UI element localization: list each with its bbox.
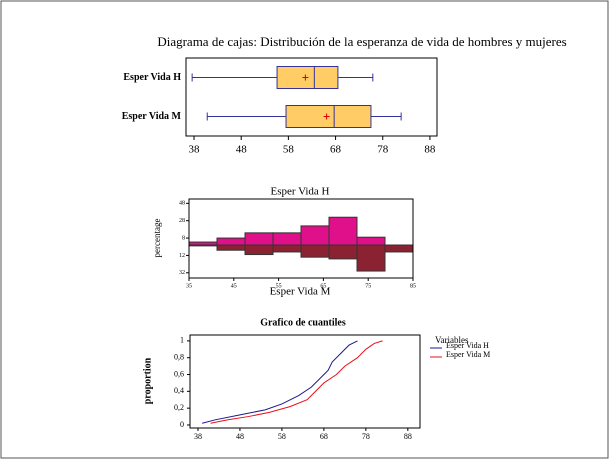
x-tick-label: 35 bbox=[186, 283, 192, 289]
legend-label: Esper Vida H bbox=[446, 341, 489, 350]
x-tick-label: 85 bbox=[410, 283, 416, 289]
x-tick-label: 68 bbox=[330, 144, 342, 156]
x-tick-label: 38 bbox=[189, 144, 201, 156]
quantile-line bbox=[202, 340, 358, 424]
category-label: Esper Vida M bbox=[122, 111, 182, 122]
y-tick-label: 0,8 bbox=[174, 353, 184, 362]
legend-title: Variables bbox=[435, 335, 469, 345]
series-title: Esper Vida H bbox=[270, 186, 329, 198]
histogram-bar bbox=[272, 244, 302, 253]
x-tick-label: 55 bbox=[276, 283, 282, 289]
histogram-bar bbox=[244, 244, 274, 256]
mean-marker bbox=[302, 74, 309, 81]
y-tick-label: 0,2 bbox=[174, 403, 184, 412]
histogram-bar bbox=[300, 244, 330, 258]
y-tick-label: 1 bbox=[180, 336, 184, 345]
plot-frame bbox=[189, 334, 421, 429]
x-tick-label: 88 bbox=[424, 144, 436, 156]
histogram-bar bbox=[244, 232, 274, 246]
x-tick-label: 78 bbox=[377, 144, 389, 156]
plot-frame bbox=[185, 57, 438, 137]
histogram-bar bbox=[384, 244, 414, 253]
x-tick-label: 45 bbox=[231, 283, 237, 289]
histogram-bar bbox=[272, 232, 302, 246]
series-title: Esper Vida M bbox=[270, 286, 331, 298]
x-tick-label: 65 bbox=[320, 283, 326, 289]
y-tick-label: 48 bbox=[179, 201, 185, 207]
y-tick-label: 0,6 bbox=[174, 369, 184, 378]
x-tick-label: 48 bbox=[236, 144, 248, 156]
x-tick-label: 48 bbox=[236, 432, 244, 441]
quantile-line bbox=[210, 340, 383, 424]
histogram-bar bbox=[188, 244, 218, 247]
histogram-bar bbox=[216, 237, 246, 246]
x-tick-label: 58 bbox=[278, 432, 286, 441]
y-axis-label: percentage bbox=[152, 219, 162, 258]
x-tick-label: 58 bbox=[283, 144, 295, 156]
y-tick-label: 28 bbox=[179, 218, 185, 224]
legend-label: Esper Vida M bbox=[446, 350, 490, 359]
y-tick-label: 8 bbox=[182, 235, 185, 241]
histogram-bar bbox=[300, 225, 330, 246]
mean-marker bbox=[323, 113, 330, 120]
y-axis-label: proportion bbox=[142, 357, 153, 404]
chart-title: Grafico de cuantiles bbox=[260, 317, 346, 328]
chart-title: Diagrama de cajas: Distribución de la es… bbox=[157, 34, 566, 49]
x-tick-label: 75 bbox=[365, 283, 371, 289]
x-tick-label: 68 bbox=[320, 432, 328, 441]
x-tick-label: 88 bbox=[404, 432, 412, 441]
x-tick-label: 38 bbox=[194, 432, 202, 441]
y-tick-label: 0 bbox=[180, 420, 184, 429]
y-tick-label: 32 bbox=[179, 270, 185, 276]
histogram-bar bbox=[216, 244, 246, 251]
histogram-bar bbox=[356, 236, 386, 246]
x-tick-label: 78 bbox=[362, 432, 370, 441]
histogram-bar bbox=[328, 216, 358, 246]
category-label: Esper Vida H bbox=[123, 72, 181, 83]
y-tick-label: 12 bbox=[179, 253, 185, 259]
y-tick-label: 0,4 bbox=[174, 386, 184, 395]
histogram-bar bbox=[328, 244, 358, 260]
histogram-bar bbox=[356, 244, 386, 272]
